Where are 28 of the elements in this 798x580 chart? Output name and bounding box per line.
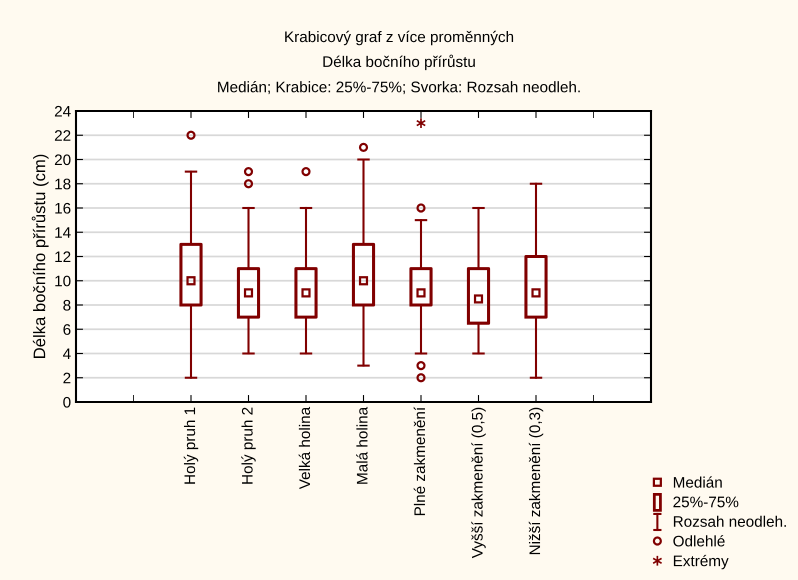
y-tick-label: 8: [63, 300, 70, 311]
x-tick-label: Malá holina: [356, 406, 368, 484]
y-axis-title: Délka bočního přírůstu (cm): [32, 154, 49, 358]
text: Medián: [674, 476, 722, 488]
chart-title: Krabicový graf z více proměnných: [285, 30, 514, 46]
y-tick-label: 18: [55, 178, 70, 190]
y-tick-label: 16: [55, 202, 70, 214]
x-tick-label: Velká holina: [298, 406, 310, 490]
x-tick-label: Nižší zakmenění (0,3): [528, 408, 544, 554]
y-tick-label: 10: [55, 276, 71, 286]
text: Rozsah neodleh.: [674, 516, 786, 527]
text: Odlehlé: [673, 535, 725, 547]
y-tick-label: 0: [63, 396, 71, 408]
x-tick-label: Holý pruh 1: [184, 408, 198, 484]
y-tick-label: 24: [54, 106, 71, 117]
legend-label: Extrémy: [674, 554, 729, 570]
y-tick-label: 20: [54, 154, 71, 166]
x-tick-label: Plné zakmenění: [414, 406, 426, 516]
y-tick-label: 6: [63, 324, 70, 335]
chart-subtitle: Délka bočního přírůstu Medián; Krabice: 25%-75%; Svorka: Rozsah neodleh.: [218, 54, 580, 94]
x-tick-label: Holý pruh 2: [241, 408, 256, 484]
y-tick-label: 12: [55, 251, 70, 262]
text: 25%-75%: [673, 496, 738, 508]
y-tick-label: 22: [54, 130, 70, 141]
y-tick-label: 4: [62, 348, 71, 360]
y-tick-label: 14: [55, 227, 71, 238]
y-tick-label: 2: [63, 372, 70, 384]
x-tick-label: Vyšší zakmenění (0,5): [471, 408, 486, 558]
